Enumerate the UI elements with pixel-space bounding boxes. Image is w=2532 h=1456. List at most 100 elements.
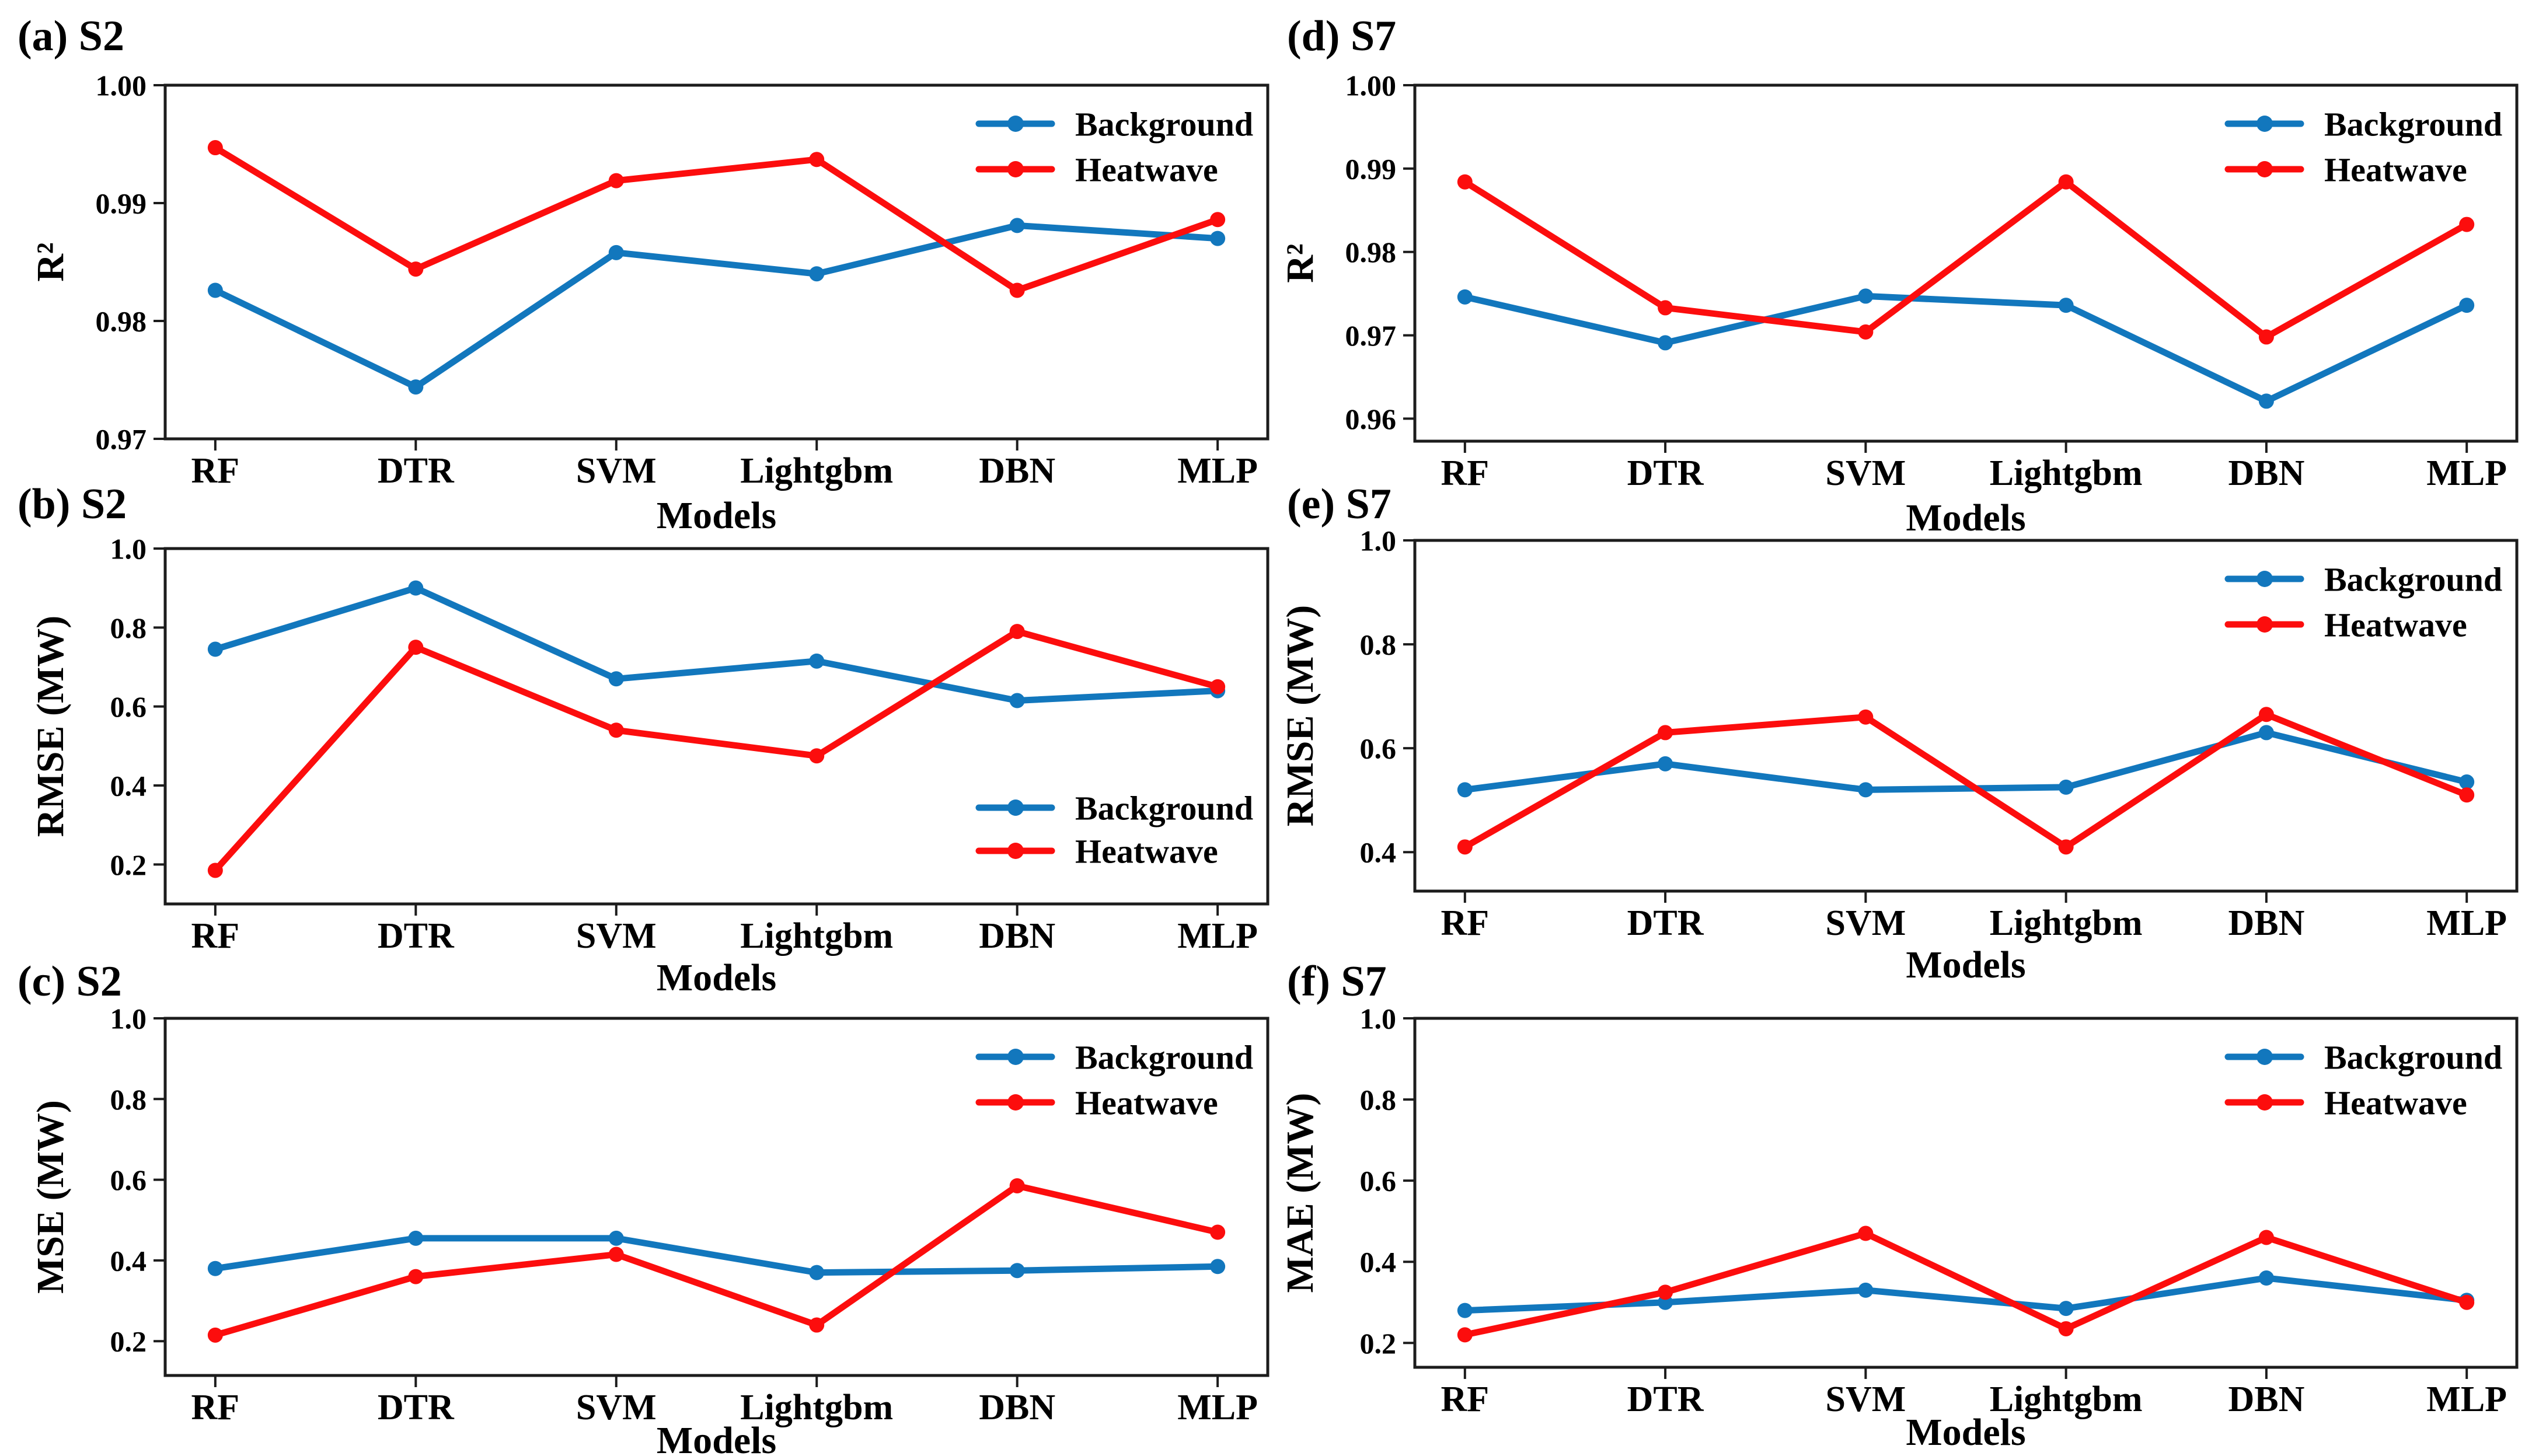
data-point-background-lightgbm [809,1265,825,1280]
data-point-heatwave-lightgbm [2058,174,2074,190]
legend-label-heatwave: Heatwave [2324,151,2467,188]
y-tick-label: 1.00 [1345,69,1397,102]
x-axis-label: Models [657,494,776,537]
x-tick-label: DTR [1627,453,1704,493]
x-tick-label: DTR [1627,1380,1704,1419]
legend-marker-heatwave [1007,843,1024,859]
panel-title-b: (b) S2 [18,480,127,528]
x-tick-label: DTR [1627,903,1704,943]
legend-marker-heatwave [2257,161,2273,177]
data-point-background-svm [1858,288,1874,304]
data-point-background-mlp [1210,231,1226,246]
legend-marker-heatwave [1007,161,1024,177]
y-axis-label: R² [1279,243,1321,282]
panel-b: 0.2 0.4 0.6 0.8 1.0 RF DTR SVM Lightgbm DBN MLP Mod… [29,533,1270,999]
y-axis-label: MSE (MW) [29,1100,72,1294]
data-point-background-dtr [408,379,424,395]
data-point-heatwave-rf [207,863,223,878]
data-point-heatwave-lightgbm [2058,1321,2074,1336]
x-tick-label: Lightgbm [740,451,893,491]
panel-title-f: (f) S7 [1287,958,1387,1005]
legend-marker-background [2257,571,2273,587]
data-point-heatwave-mlp [2459,787,2475,803]
x-tick-label: SVM [576,916,657,956]
x-tick-label: DBN [2228,903,2304,943]
x-tick-label: Lightgbm [740,916,893,956]
data-point-heatwave-mlp [1210,679,1226,694]
y-tick-label: 1.0 [1360,1003,1397,1035]
x-tick-label: MLP [2426,1380,2507,1419]
data-point-heatwave-dbn [2258,1230,2274,1245]
x-tick-label: DBN [979,451,1055,491]
data-point-heatwave-dtr [1658,725,1673,741]
data-point-background-dtr [408,1230,424,1246]
data-point-background-dtr [408,580,424,596]
data-point-background-rf [207,641,223,657]
panel-d: 0.96 0.97 0.98 0.99 1.00 RF DTR SVM Lightgbm DBN M… [1279,69,2519,539]
x-tick-label: MLP [1177,451,1258,491]
data-point-background-dtr [1658,335,1673,351]
data-point-background-lightgbm [809,266,825,282]
data-point-heatwave-rf [207,140,223,156]
data-point-heatwave-mlp [2459,217,2475,232]
data-point-heatwave-svm [1858,1225,1874,1241]
x-tick-label: Lightgbm [1990,1380,2143,1419]
data-point-heatwave-svm [1858,324,1874,340]
panel-title-a: (a) S2 [18,12,124,60]
data-point-background-dbn [2258,725,2274,741]
data-point-background-svm [608,671,624,687]
data-point-heatwave-mlp [1210,212,1226,228]
data-point-heatwave-dbn [2258,329,2274,345]
data-point-background-rf [1457,1303,1473,1318]
data-point-background-rf [1457,289,1473,305]
x-tick-label: RF [191,916,240,956]
data-point-heatwave-rf [1457,174,1473,190]
x-tick-label: MLP [1177,916,1258,956]
x-tick-label: SVM [1825,1380,1906,1419]
x-axis-label: Models [1906,944,2025,986]
data-point-background-svm [608,245,624,260]
series-line-background [1462,729,2470,793]
y-tick-label: 0.2 [110,849,147,881]
x-tick-label: DBN [2228,1380,2304,1419]
x-tick-label: SVM [576,451,657,491]
legend-marker-heatwave [2257,616,2273,633]
y-tick-label: 0.99 [96,187,147,220]
y-axis-label: RMSE (MW) [1279,605,1321,826]
data-point-heatwave-dbn [2258,707,2274,722]
y-tick-label: 0.99 [1345,152,1397,185]
data-point-background-mlp [2459,298,2475,313]
x-axis-label: Models [1906,497,2025,539]
x-tick-label: SVM [1825,453,1906,493]
y-tick-label: 0.97 [1345,319,1397,352]
data-point-heatwave-dtr [408,1269,424,1284]
x-tick-label: RF [1441,453,1489,493]
data-point-heatwave-dbn [1009,1178,1025,1193]
data-point-heatwave-svm [1858,709,1874,725]
y-tick-label: 0.6 [110,1164,147,1196]
x-tick-label: Lightgbm [1990,903,2143,943]
data-point-background-lightgbm [809,653,825,669]
data-point-heatwave-lightgbm [809,152,825,167]
series-line-background [1462,1275,2470,1314]
series-line-background [212,1235,1221,1276]
y-tick-label: 0.8 [1360,1084,1397,1116]
x-axis-label: Models [657,956,776,999]
y-tick-label: 0.98 [1345,236,1397,268]
data-point-background-dbn [1009,693,1025,708]
x-tick-label: DTR [378,916,455,956]
legend-label-background: Background [2324,560,2502,598]
x-tick-label: MLP [2426,453,2507,493]
data-point-background-svm [1858,1282,1874,1298]
x-tick-label: RF [1441,1380,1489,1419]
axes-frame [163,1017,1270,1377]
legend-marker-heatwave [1007,1094,1024,1111]
axes-frame [1413,83,2519,443]
data-point-background-dbn [2258,393,2274,409]
data-point-heatwave-dtr [1658,1284,1673,1300]
series-line-heatwave [1462,711,2470,850]
y-tick-label: 1.0 [110,1003,147,1035]
x-tick-label: DBN [2228,453,2304,493]
y-tick-label: 0.6 [1360,732,1397,765]
y-tick-label: 0.98 [96,305,147,338]
